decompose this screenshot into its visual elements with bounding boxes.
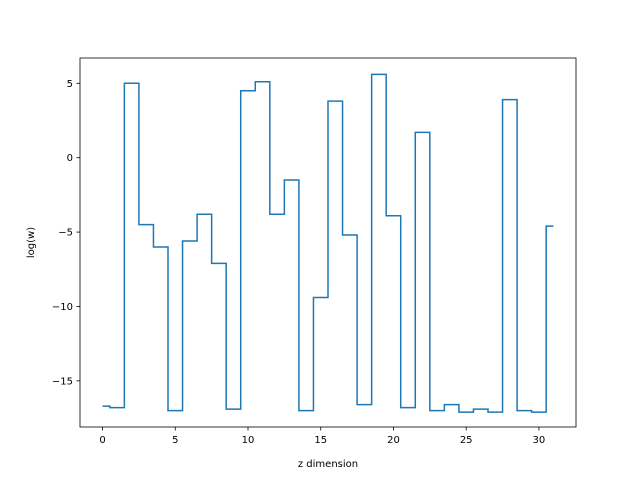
plot-frame <box>79 57 577 428</box>
y-tick-label: 5 <box>67 79 73 90</box>
y-tick-label: −15 <box>52 376 73 387</box>
y-axis-ticks: −15 −10 −5 0 5 <box>52 79 80 387</box>
y-axis-label: log(w) <box>26 227 37 258</box>
series-step-line-0 <box>102 73 554 413</box>
series-layer <box>102 73 554 413</box>
x-tick-label: 25 <box>460 435 473 446</box>
x-tick-label: 0 <box>99 435 105 446</box>
y-tick-label: −5 <box>58 228 73 239</box>
x-axis-label: z dimension <box>298 459 358 470</box>
x-axis-ticks: 0 5 10 15 20 25 30 <box>99 427 545 446</box>
x-tick-label: 20 <box>387 435 400 446</box>
y-tick-label: 0 <box>67 153 73 164</box>
x-tick-label: 10 <box>242 435 255 446</box>
x-tick-label: 15 <box>314 435 327 446</box>
x-tick-label: 5 <box>172 435 178 446</box>
y-tick-label: −10 <box>52 302 73 313</box>
x-tick-label: 30 <box>533 435 546 446</box>
